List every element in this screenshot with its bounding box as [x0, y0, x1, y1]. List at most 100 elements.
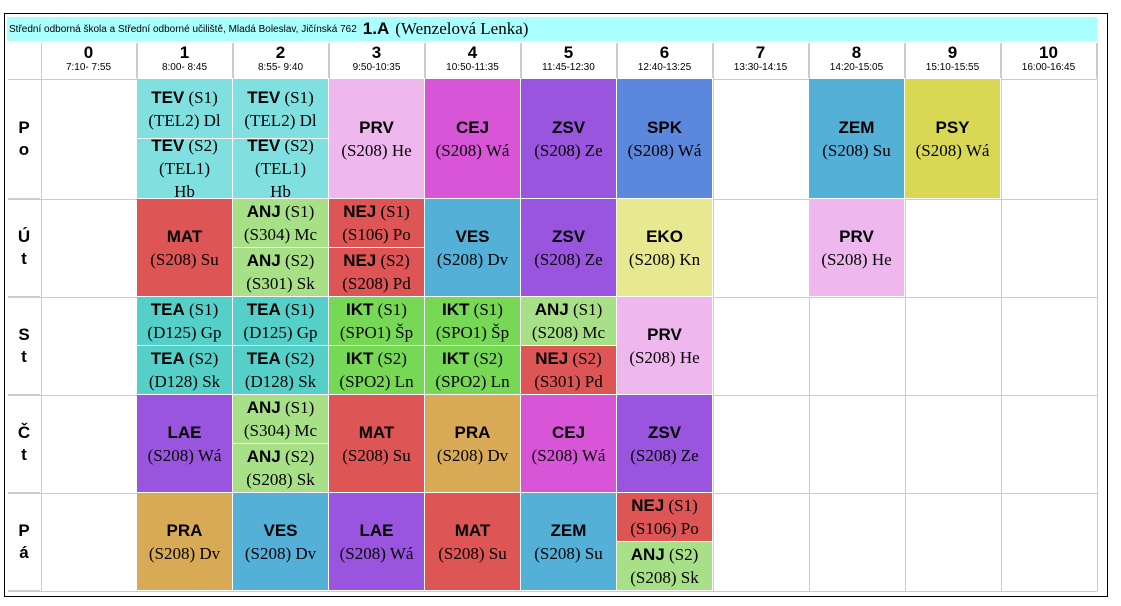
- lesson-cell[interactable]: MAT (S208) Su: [137, 199, 233, 297]
- lesson-cell[interactable]: NEJ (S2) (S301) Pd: [521, 346, 617, 395]
- room-teacher: (S208) Wá: [627, 140, 702, 160]
- subject-code: MAT: [358, 422, 395, 442]
- room-teacher: (S208) Dv: [148, 543, 221, 563]
- room-teacher: (S208) Ze: [630, 445, 699, 465]
- lesson-cell[interactable]: TEA (S2) (D128) Sk: [137, 346, 233, 395]
- day-letter: P: [18, 520, 30, 540]
- lesson-cell[interactable]: ANJ (S1) (S208) Mc: [521, 297, 617, 346]
- subject-code: IKT: [346, 349, 374, 368]
- lesson-cell[interactable]: ZSV (S208) Ze: [521, 79, 617, 199]
- room-teacher: (TEL2) Dl: [244, 110, 317, 130]
- subject-code: TEV: [151, 87, 185, 107]
- lesson-cell[interactable]: ANJ (S1) (S304) Mc: [233, 395, 329, 444]
- lesson-cell[interactable]: VES (S208) Dv: [233, 493, 329, 591]
- lesson-cell[interactable]: ANJ (S2) (S301) Sk: [233, 248, 329, 297]
- lesson-cell[interactable]: LAE (S208) Wá: [329, 493, 425, 591]
- subject-code: CEJ: [551, 422, 586, 442]
- group-label: (S2): [280, 349, 315, 368]
- lesson-cell[interactable]: ANJ (S1) (S304) Mc: [233, 199, 329, 248]
- room-teacher: (S208) He: [341, 140, 412, 160]
- lesson-cell[interactable]: VES (S208) Dv: [425, 199, 521, 297]
- lesson-cell[interactable]: TEA (S1) (D125) Gp: [137, 297, 233, 346]
- subject-code: NEJ: [631, 496, 665, 515]
- room-teacher: (S208) Wá: [915, 140, 990, 160]
- lesson-cell[interactable]: IKT (S2) (SPO2) Ln: [425, 346, 521, 395]
- room-teacher: (S208) Su: [150, 249, 219, 269]
- room-teacher: (D128) Sk: [244, 372, 317, 391]
- lesson-cell[interactable]: NEJ (S1) (S106) Po: [329, 199, 425, 248]
- group-label: (S1): [376, 202, 410, 221]
- lesson-cell[interactable]: CEJ (S208) Wá: [425, 79, 521, 199]
- room-teacher: (S301) Sk: [246, 274, 315, 293]
- lesson-cell[interactable]: IKT (S2) (SPO2) Ln: [329, 346, 425, 395]
- lesson-cell[interactable]: ZSV (S208) Ze: [617, 395, 713, 493]
- timetable-header: Střední odborná škola a Střední odborné …: [7, 17, 1097, 41]
- lesson-cell[interactable]: CEJ (S208) Wá: [521, 395, 617, 493]
- period-time: 12:40-13:25: [637, 62, 692, 73]
- subject-code: TEA: [246, 349, 281, 368]
- lesson-cell[interactable]: SPK (S208) Wá: [617, 79, 713, 199]
- lesson-cell[interactable]: TEV (S2) (TEL1) Hb: [233, 139, 329, 199]
- lesson-subject-line: PRA: [167, 519, 203, 542]
- room-teacher: (TEL1): [255, 159, 306, 178]
- lesson-cell[interactable]: TEV (S1) (TEL2) Dl: [233, 79, 329, 139]
- lesson-cell[interactable]: PRA (S208) Dv: [425, 395, 521, 493]
- period-header: 2 8:55- 9:40: [233, 43, 329, 78]
- lesson-cell[interactable]: TEV (S2) (TEL1) Hb: [137, 139, 233, 199]
- day-letter: S: [18, 324, 30, 344]
- lesson-subject-line: MAT: [167, 225, 203, 248]
- subject-code: TEV: [247, 139, 281, 155]
- lesson-cell[interactable]: TEA (S1) (D125) Gp: [233, 297, 329, 346]
- lesson-cell[interactable]: EKO (S208) Kn: [617, 199, 713, 297]
- lesson-cell[interactable]: ZEM (S208) Su: [809, 79, 905, 199]
- group-label: (S2): [280, 447, 315, 466]
- period-number: 9: [947, 43, 958, 62]
- lesson-subject-line: VES: [263, 519, 297, 542]
- period-header: 7 13:30-14:15: [713, 43, 809, 78]
- lesson-subject-line: ZEM: [839, 116, 875, 139]
- subject-code: PRV: [839, 226, 874, 246]
- lesson-cell[interactable]: ZSV (S208) Ze: [521, 199, 617, 297]
- lesson-cell[interactable]: TEV (S1) (TEL2) Dl: [137, 79, 233, 139]
- lesson-cell[interactable]: MAT (S208) Su: [329, 395, 425, 493]
- room-teacher: (D125) Gp: [243, 323, 318, 342]
- lesson-cell[interactable]: PRA (S208) Dv: [137, 493, 233, 591]
- group-label: (S1): [280, 202, 315, 221]
- lesson-cell[interactable]: MAT (S208) Su: [425, 493, 521, 591]
- lesson-subject-line: TEA (S1): [151, 298, 219, 321]
- lesson-cell[interactable]: PRV (S208) He: [617, 297, 713, 395]
- room-teacher: (S208) Pd: [342, 274, 411, 293]
- lesson-subject-line: NEJ (S1): [343, 200, 410, 223]
- lesson-cell[interactable]: LAE (S208) Wá: [137, 395, 233, 493]
- lesson-cell[interactable]: ZEM (S208) Su: [521, 493, 617, 591]
- group-label: (S2): [376, 251, 410, 270]
- lesson-subject-line: ZSV: [552, 116, 585, 139]
- teacher-abbrev: Hb: [270, 182, 291, 199]
- lesson-cell[interactable]: PRV (S208) He: [329, 79, 425, 199]
- grid-line-vertical: [41, 43, 42, 591]
- room-teacher: (S301) Pd: [534, 372, 603, 391]
- subject-code: ANJ: [246, 398, 281, 417]
- lesson-subject-line: IKT (S1): [346, 298, 407, 321]
- lesson-cell[interactable]: ANJ (S2) (S208) Sk: [617, 542, 713, 591]
- period-time: 8:00- 8:45: [161, 62, 208, 73]
- lesson-cell[interactable]: IKT (S1) (SPO1) Šp: [329, 297, 425, 346]
- lesson-cell[interactable]: TEA (S2) (D128) Sk: [233, 346, 329, 395]
- period-time: 16:00-16:45: [1021, 62, 1076, 73]
- lesson-cell[interactable]: ANJ (S2) (S208) Sk: [233, 444, 329, 493]
- lesson-cell[interactable]: NEJ (S2) (S208) Pd: [329, 248, 425, 297]
- lesson-subject-line: IKT (S1): [442, 298, 503, 321]
- subject-code: MAT: [454, 520, 491, 540]
- room-teacher: (S208) Ze: [534, 249, 603, 269]
- lesson-cell[interactable]: PRV (S208) He: [809, 199, 905, 297]
- period-number: 10: [1039, 43, 1058, 62]
- lesson-cell[interactable]: NEJ (S1) (S106) Po: [617, 493, 713, 542]
- lesson-cell[interactable]: IKT (S1) (SPO1) Šp: [425, 297, 521, 346]
- lesson-cell[interactable]: PSY (S208) Wá: [905, 79, 1001, 199]
- subject-code: VES: [263, 520, 298, 540]
- room-teacher: (SPO2) Ln: [435, 372, 510, 391]
- room-teacher: (S208) Su: [534, 543, 603, 563]
